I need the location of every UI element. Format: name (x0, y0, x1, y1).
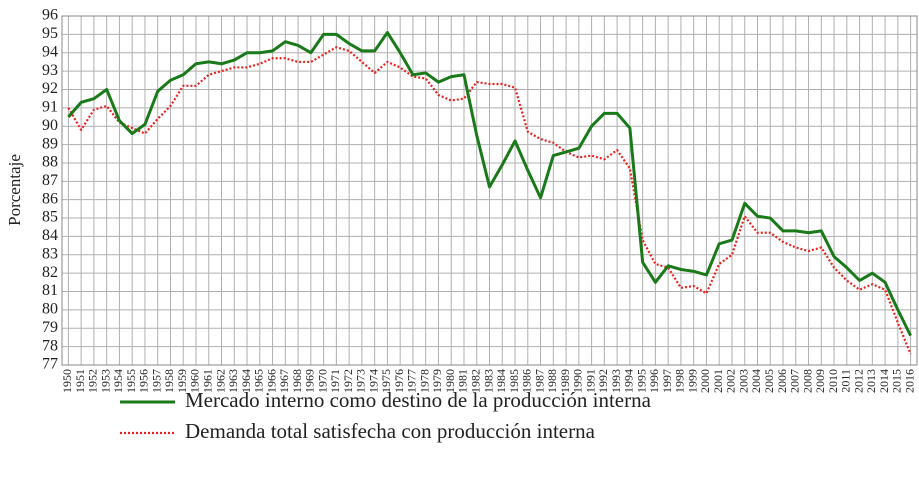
x-tick-label: 1982 (468, 369, 482, 393)
series-line (67, 31, 912, 337)
x-tick-label: 1997 (660, 369, 674, 393)
x-tick-label: 2004 (749, 369, 763, 393)
x-tick-label: 2016 (902, 369, 916, 393)
x-tick-label: 1977 (405, 369, 419, 393)
x-tick-label: 1972 (341, 369, 355, 393)
x-tick-label: 1965 (252, 369, 266, 393)
y-tick-label: 90 (42, 117, 58, 134)
x-tick-label: 2010 (826, 369, 840, 393)
x-tick-label: 2006 (775, 369, 789, 393)
x-tick-label: 1973 (354, 369, 368, 393)
x-tick-label: 1987 (532, 369, 546, 393)
plot-border (61, 15, 918, 366)
x-tick-label: 1966 (264, 369, 278, 393)
y-axis-label: Porcentaje (5, 154, 24, 226)
x-tick-label: 1992 (596, 369, 610, 393)
x-tick-label: 1971 (328, 369, 342, 393)
x-tick-label: 1978 (417, 369, 431, 393)
legend-label: Demanda total satisfecha con producción … (185, 419, 596, 443)
x-tick-label: 1967 (277, 369, 291, 393)
x-tick-label: 1989 (558, 369, 572, 393)
x-tick-label: 1954 (111, 369, 125, 393)
x-tick-label: 2003 (736, 369, 750, 393)
y-tick-label: 93 (42, 62, 58, 79)
x-tick-label: 1955 (124, 369, 138, 393)
x-tick-label: 1959 (175, 369, 189, 393)
y-tick-label: 78 (42, 337, 58, 354)
y-tick-label: 84 (42, 227, 58, 244)
series-line (67, 46, 912, 355)
x-tick-label: 1951 (73, 369, 87, 393)
x-tick-label: 1983 (481, 369, 495, 393)
x-tick-label: 1993 (609, 369, 623, 393)
x-tick-label: 1960 (188, 369, 202, 393)
x-tick-label: 1962 (213, 369, 227, 393)
y-tick-label: 82 (42, 264, 58, 281)
x-tick-label: 1956 (137, 369, 151, 393)
x-tick-label: 1963 (226, 369, 240, 393)
x-tick-label: 1964 (239, 369, 253, 393)
y-tick-label: 81 (42, 282, 58, 299)
x-tick-label: 1998 (673, 369, 687, 393)
x-tick-label: 2013 (864, 369, 878, 393)
x-tick-label: 1976 (392, 369, 406, 393)
x-tick-label: 2002 (724, 369, 738, 393)
x-tick-label: 1995 (634, 369, 648, 393)
y-tick-label: 83 (42, 245, 58, 262)
y-tick-label: 80 (42, 301, 58, 318)
x-tick-label: 2011 (839, 369, 853, 393)
y-tick-label: 86 (42, 190, 58, 207)
x-tick-label: 2005 (762, 369, 776, 393)
x-tick-label: 1986 (520, 369, 534, 393)
x-tick-label: 1968 (290, 369, 304, 393)
x-tick-label: 1996 (647, 369, 661, 393)
x-tick-label: 1980 (443, 369, 457, 393)
x-tick-label: 1988 (545, 369, 559, 393)
x-tick-label: 2014 (877, 369, 891, 393)
legend-label: Mercado interno como destino de la produ… (185, 388, 652, 412)
x-tick-label: 1953 (98, 369, 112, 393)
x-tick-label: 1991 (583, 369, 597, 393)
y-tick-label: 92 (42, 80, 58, 97)
x-tick-label: 1984 (494, 369, 508, 393)
x-tick-label: 1990 (571, 369, 585, 393)
x-tick-label: 2015 (890, 369, 904, 393)
x-tick-label: 2009 (813, 369, 827, 393)
x-tick-label: 1950 (60, 369, 74, 393)
x-tick-label: 2007 (788, 369, 802, 393)
x-tick-label: 1952 (86, 369, 100, 393)
y-tick-label: 79 (42, 319, 58, 336)
y-tick-label: 87 (42, 172, 58, 189)
x-tick-label: 2000 (698, 369, 712, 393)
x-tick-label: 1958 (162, 369, 176, 393)
y-tick-label: 89 (42, 135, 58, 152)
x-tick-label: 2012 (851, 369, 865, 393)
x-tick-label: 2008 (800, 369, 814, 393)
y-tick-label: 91 (42, 99, 58, 116)
y-tick-label: 85 (42, 209, 58, 226)
x-tick-label: 1974 (366, 369, 380, 393)
x-tick-label: 1999 (685, 369, 699, 393)
x-tick-label: 1981 (456, 369, 470, 393)
x-tick-label: 2001 (711, 369, 725, 393)
x-tick-label: 1957 (149, 369, 163, 393)
y-tick-label: 94 (42, 43, 58, 60)
x-tick-label: 1975 (379, 369, 393, 393)
x-tick-label: 1969 (303, 369, 317, 393)
y-tick-label: 77 (42, 356, 58, 373)
x-tick-label: 1970 (315, 369, 329, 393)
x-tick-label: 1985 (507, 369, 521, 393)
x-tick-label: 1961 (201, 369, 215, 393)
x-tick-label: 1994 (622, 369, 636, 393)
y-tick-label: 88 (42, 154, 58, 171)
y-tick-label: 95 (42, 25, 58, 42)
x-tick-label: 1979 (430, 369, 444, 393)
y-tick-label: 96 (42, 7, 58, 24)
